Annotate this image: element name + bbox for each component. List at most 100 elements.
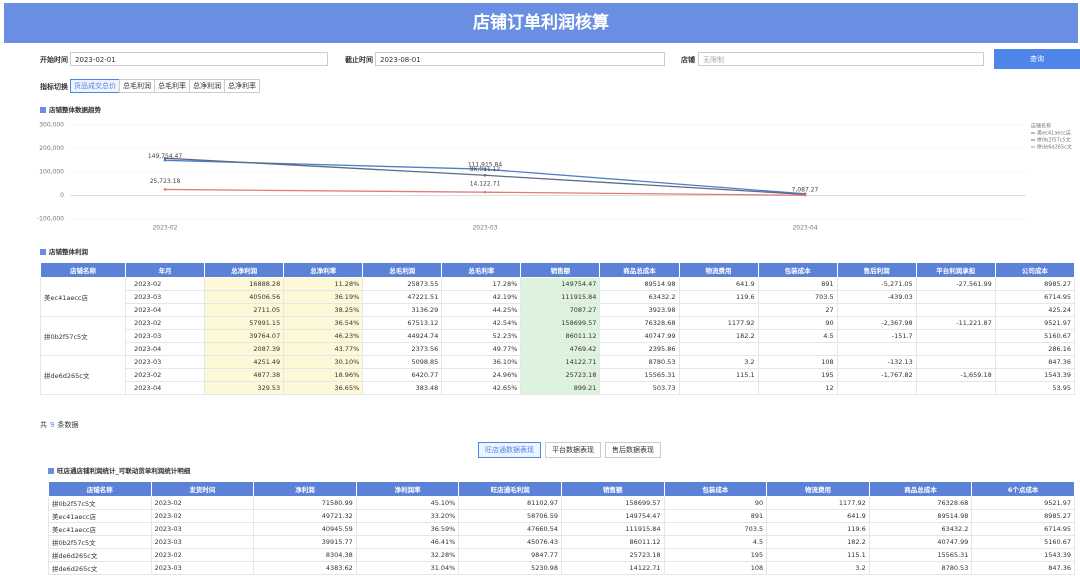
cell: 38.25% xyxy=(283,303,364,317)
sub-tab[interactable]: 平台数据表现 xyxy=(545,442,601,458)
cell: 641.9 xyxy=(766,509,870,523)
cell: 47660.54 xyxy=(458,522,562,536)
data-label: 86,011.12 xyxy=(470,166,501,173)
data-point xyxy=(483,173,487,177)
start-date-input[interactable]: 2023-02-01 xyxy=(70,52,328,66)
cell: 14122.71 xyxy=(520,355,601,369)
cell: 1177.92 xyxy=(766,496,870,510)
cell: 71580.99 xyxy=(253,496,357,510)
cell: 86011.12 xyxy=(520,329,601,343)
cell: 27 xyxy=(757,303,838,317)
shop-cell: 拼0b2f57c5文 xyxy=(39,316,127,356)
cell: 17.28% xyxy=(441,277,522,291)
cell: 8985.27 xyxy=(994,277,1076,291)
cell: 美ec41aecc店 xyxy=(48,522,152,536)
table-row: 拼de6d265c文 2023-03 4383.62 31.04% 5230.98 141… xyxy=(48,561,1075,575)
cell: 24.96% xyxy=(441,368,522,382)
cell: 6714.95 xyxy=(994,290,1076,304)
table-row: 2023-04 2711.05 38.25% 3136.29 44.25% 7087.27… xyxy=(41,303,1076,317)
header-row: 店铺名称 年月 总净利润 总净利率 总毛利润 总毛利率 销售额 商品总成本 物流费用 包装成本 售后… xyxy=(39,262,1076,278)
cell xyxy=(836,342,917,356)
table-row: 美ec41aecc店 2023-03 40945.59 36.59% 47660.54 1… xyxy=(48,522,1075,536)
cell: 36.54% xyxy=(283,316,364,330)
cell: 6420.77 xyxy=(362,368,443,382)
column-header: 总毛利润 xyxy=(362,262,443,278)
cell: 119.6 xyxy=(766,522,870,536)
query-button[interactable]: 查询 xyxy=(994,49,1080,69)
shop-select[interactable]: 无限制 xyxy=(698,52,984,66)
table-footer: 共 9 条数据 xyxy=(40,420,81,430)
cell: 2395.86 xyxy=(599,342,680,356)
cell: 2023-02 xyxy=(125,277,206,291)
table-row: 拼0b2f57c5文 2023-02 57991.15 36.54% 67513.12 4… xyxy=(39,316,1076,356)
footer-text: 9 xyxy=(50,421,55,429)
cell: 847.36 xyxy=(971,561,1075,575)
cell: 2023-04 xyxy=(125,303,206,317)
table-row: 2023-03 39764.07 46.23% 44924.74 52.23% 86011… xyxy=(41,329,1076,343)
end-date-input[interactable]: 2023-08-01 xyxy=(375,52,665,66)
cell: 44924.74 xyxy=(362,329,443,343)
cell: 86011.12 xyxy=(560,535,665,549)
cell: 5160.67 xyxy=(994,329,1076,343)
cell: 拼de6d265c文 xyxy=(48,548,152,562)
page-title: 店铺订单利润核算 xyxy=(4,3,1078,43)
cell: 15565.31 xyxy=(599,368,680,382)
cell: 44.25% xyxy=(441,303,522,317)
cell: 6714.95 xyxy=(971,522,1075,536)
cell: 39764.07 xyxy=(204,329,285,343)
column-header: 包装成本 xyxy=(757,262,838,278)
legend-title: 店铺名称 xyxy=(1031,123,1051,130)
cell: 33.20% xyxy=(355,509,460,523)
cell: -439.03 xyxy=(836,290,917,304)
x-tick-label: 2023-02 xyxy=(152,225,177,232)
y-tick-label: 100,000 xyxy=(39,169,64,176)
cell: 3.2 xyxy=(766,561,870,575)
cell: 641.9 xyxy=(678,277,759,291)
column-header: 店铺名称 xyxy=(48,481,152,497)
cell: 8780.53 xyxy=(868,561,973,575)
cell xyxy=(836,303,917,317)
cell: 195 xyxy=(663,548,768,562)
legend-label: 拼de6d265c文 xyxy=(1037,144,1072,151)
cell: 42.19% xyxy=(441,290,522,304)
y-tick-label: -100,000 xyxy=(37,216,64,223)
end-label: 截止时间 xyxy=(345,56,373,64)
cell: 4877.38 xyxy=(204,368,285,382)
cell: 43.77% xyxy=(283,342,364,356)
cell xyxy=(678,342,759,356)
cell: 9847.77 xyxy=(458,548,562,562)
cell: 1177.92 xyxy=(678,316,759,330)
sub-tab[interactable]: 售后数据表现 xyxy=(605,442,661,458)
cell: 158699.57 xyxy=(520,316,601,330)
legend-label: 美ec41aecc店 xyxy=(1037,130,1071,137)
sub-tab[interactable]: 旺店通数据表现 xyxy=(478,442,541,458)
column-header: 发货时间 xyxy=(150,481,255,497)
cell: 39915.77 xyxy=(253,535,357,549)
cell: 115.1 xyxy=(766,548,870,562)
cell: 2023-04 xyxy=(125,342,206,356)
cell: 329.53 xyxy=(204,381,285,395)
data-point xyxy=(163,156,167,160)
cell: 8985.27 xyxy=(971,509,1075,523)
column-header: 旺店通毛利润 xyxy=(458,481,562,497)
column-header: 店铺名称 xyxy=(39,262,127,278)
metric-tab[interactable]: 总净利率 xyxy=(224,79,260,93)
cell: 5160.67 xyxy=(971,535,1075,549)
data-label: 25,723.18 xyxy=(150,178,181,185)
shop-cell: 拼de6d265c文 xyxy=(39,355,127,395)
column-header: 公司成本 xyxy=(994,262,1076,278)
cell: 847.36 xyxy=(994,355,1076,369)
cell: 2023-03 xyxy=(125,290,206,304)
cell: 40747.99 xyxy=(599,329,680,343)
cell: 89514.98 xyxy=(599,277,680,291)
column-header: 总净利润 xyxy=(204,262,285,278)
table-row: 美ec41aecc店 2023-02 16888.28 11.28% 25873.55 1… xyxy=(39,277,1076,317)
cell: 31.04% xyxy=(355,561,460,575)
cell: 美ec41aecc店 xyxy=(48,509,152,523)
detail-table: 店铺名称 发货时间 净利润 净利润率 旺店通毛利润 销售额 包装成本 物流费用 商品总成本 6个点… xyxy=(48,481,1075,575)
cell: 891 xyxy=(663,509,768,523)
cell: 4.5 xyxy=(757,329,838,343)
table-row: 2023-02 4877.38 18.96% 6420.77 24.96% 25723.1… xyxy=(41,368,1076,382)
cell: 425.24 xyxy=(994,303,1076,317)
cell: 286.16 xyxy=(994,342,1076,356)
